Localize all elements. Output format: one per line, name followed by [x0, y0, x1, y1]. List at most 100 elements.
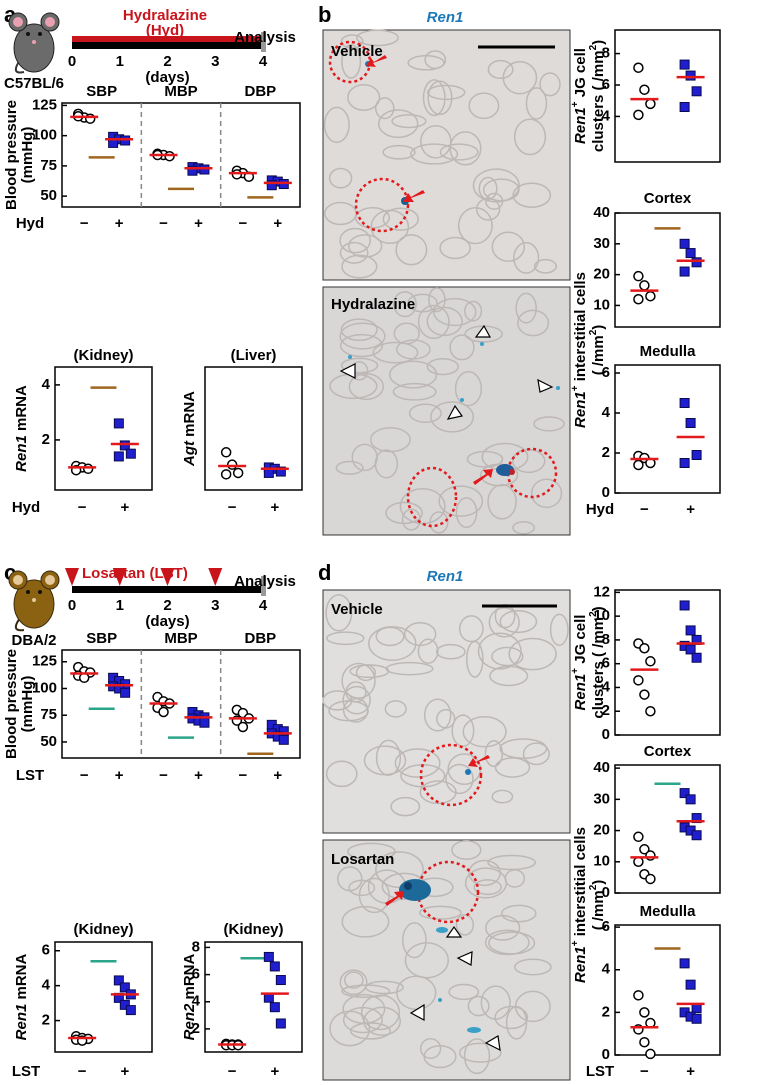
- strain-label: DBA/2: [11, 632, 56, 649]
- tubule: [439, 143, 479, 161]
- tubule: [426, 357, 459, 376]
- tubule: [341, 44, 362, 79]
- tubule: [530, 478, 563, 509]
- tubule: [491, 646, 524, 667]
- chart-title: (Kidney): [74, 921, 134, 938]
- tubule: [382, 207, 419, 231]
- tubule: [485, 192, 504, 210]
- data-point: [269, 961, 280, 972]
- dose-marker: [160, 568, 175, 586]
- tubule: [539, 72, 561, 97]
- dose-marker: [65, 568, 79, 586]
- data-point: [119, 999, 130, 1010]
- tubule: [417, 304, 450, 340]
- y-tick-label: 4: [192, 993, 201, 1010]
- label-part: +: [570, 668, 581, 674]
- tubule: [487, 483, 517, 520]
- tubule: [355, 207, 391, 229]
- y-tick-label: 0: [602, 726, 610, 743]
- data-point: [679, 788, 690, 799]
- data-point: [691, 86, 702, 97]
- y-tick-label: 50: [40, 733, 57, 750]
- axis-label: ( /mm2): [588, 880, 607, 931]
- tubule: [489, 665, 529, 687]
- data-point: [237, 721, 249, 733]
- day-tick-label: 0: [68, 597, 76, 614]
- timeline-end: [261, 32, 266, 52]
- data-point: [119, 440, 130, 451]
- tubule: [512, 182, 552, 208]
- y-tick-label: 0: [602, 1046, 610, 1063]
- x-tick-label: −: [640, 501, 649, 518]
- tubule: [430, 401, 475, 433]
- x-axis-label: LST: [586, 1063, 614, 1080]
- data-point: [645, 1048, 656, 1060]
- label-part: ( /mm: [590, 890, 607, 930]
- x-tick-label: −: [80, 767, 89, 784]
- data-point: [263, 951, 274, 962]
- label-part: +: [570, 101, 581, 107]
- data-point: [639, 84, 650, 95]
- group-label: MBP: [164, 630, 197, 647]
- tubule: [343, 971, 364, 989]
- data-point: [639, 844, 650, 855]
- data-point: [639, 280, 650, 291]
- data-point: [639, 1007, 650, 1018]
- plot-frame: [614, 364, 721, 494]
- tubule: [339, 322, 386, 350]
- x-tick-label: +: [270, 499, 279, 516]
- label-part: JG cell: [572, 615, 589, 668]
- tubule: [515, 292, 537, 324]
- y-tick-label: 2: [602, 702, 610, 719]
- y-tick-label: 2: [602, 1003, 610, 1020]
- label-part: 2: [588, 611, 599, 617]
- chart-title: Medulla: [640, 903, 696, 920]
- chart-title: Medulla: [640, 343, 696, 360]
- data-point: [278, 734, 289, 745]
- label-part: mRNA: [13, 953, 30, 1003]
- tubule: [340, 318, 378, 342]
- tubule: [348, 373, 384, 401]
- plot-frame: [614, 29, 721, 163]
- plot-frame: [614, 589, 721, 736]
- tubule: [329, 1010, 371, 1047]
- tubule: [438, 485, 484, 517]
- y-tick-label: 40: [593, 204, 610, 221]
- y-tick-label: 2: [602, 444, 610, 461]
- chart-title: (Liver): [231, 347, 277, 364]
- data-point: [691, 652, 702, 663]
- y-tick-label: 10: [593, 296, 610, 313]
- y-tick-label: 20: [593, 822, 610, 839]
- tubule: [394, 748, 441, 778]
- tubule: [426, 306, 463, 337]
- label-part: 2: [588, 329, 599, 335]
- data-point: [275, 466, 286, 477]
- tubule: [323, 106, 350, 144]
- tubule: [463, 1038, 491, 1075]
- group-label: MBP: [164, 83, 197, 100]
- data-point: [113, 451, 124, 462]
- day-tick-label: 4: [259, 53, 268, 70]
- data-point: [269, 1002, 280, 1013]
- tubule: [419, 1038, 442, 1059]
- data-point: [639, 1036, 650, 1048]
- data-point: [679, 958, 690, 969]
- tubule: [487, 59, 514, 80]
- tubule: [458, 1042, 502, 1063]
- data-point: [645, 705, 656, 717]
- x-tick-label: −: [640, 1063, 649, 1080]
- data-point: [113, 975, 124, 986]
- y-tick-label: 10: [593, 607, 610, 624]
- x-tick-label: +: [270, 1063, 279, 1080]
- tubule: [478, 176, 498, 201]
- tubule: [342, 993, 386, 1025]
- tubule: [341, 662, 376, 699]
- data-point: [226, 459, 238, 470]
- day-tick-label: 0: [68, 53, 76, 70]
- y-tick-label: 125: [32, 653, 57, 670]
- x-tick-label: −: [80, 215, 89, 232]
- day-tick-label: 1: [116, 53, 124, 70]
- y-tick-label: 4: [602, 678, 611, 695]
- tubule: [360, 994, 401, 1031]
